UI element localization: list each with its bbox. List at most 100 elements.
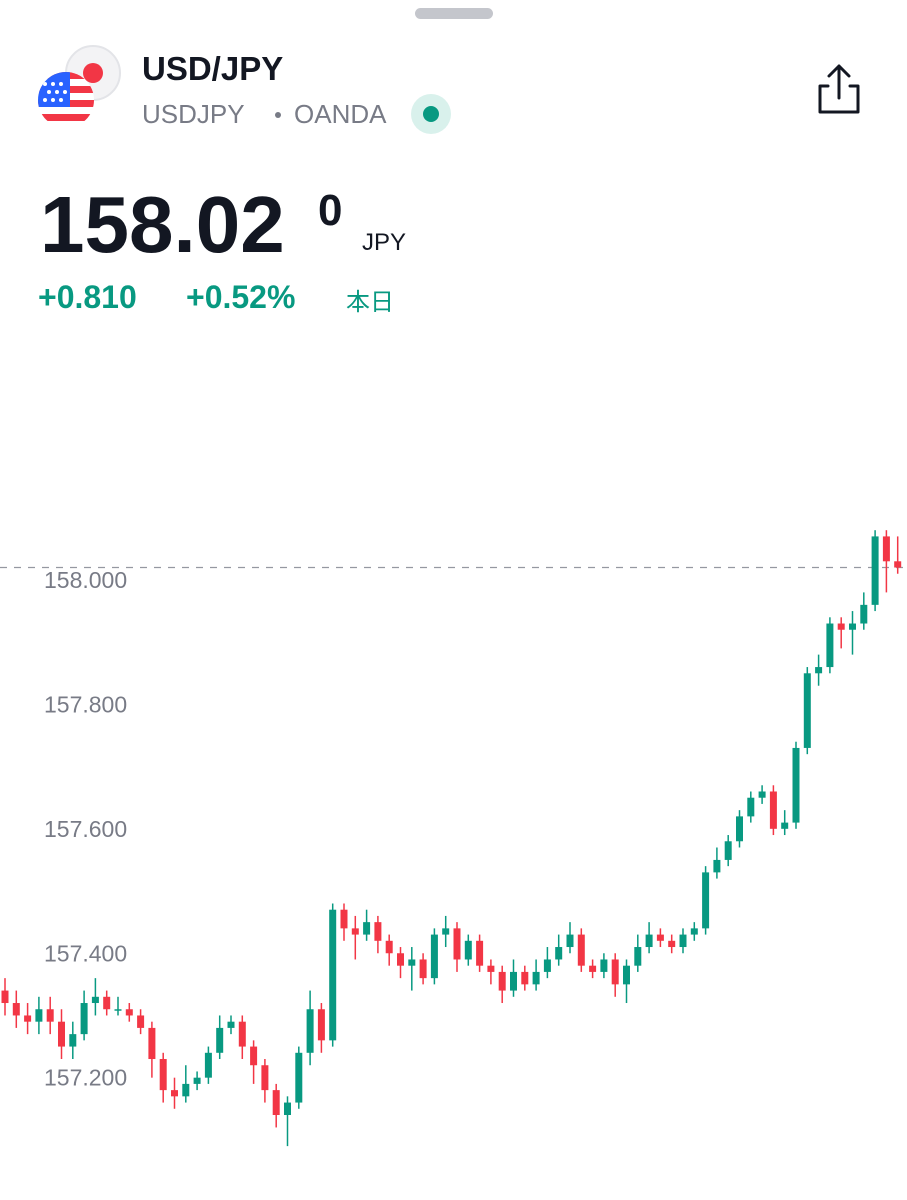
candle-body — [871, 536, 879, 605]
candle-body — [103, 996, 111, 1010]
exchange: OANDA — [294, 99, 387, 129]
candle-body — [521, 971, 529, 985]
candle-body — [148, 1027, 156, 1060]
candle-body — [668, 940, 676, 948]
candle-body — [250, 1046, 258, 1066]
candle-body — [397, 953, 404, 966]
symbol: USD/JPY — [142, 50, 283, 87]
candle-body — [498, 971, 506, 991]
candle-body — [623, 965, 630, 985]
candle-body — [453, 928, 461, 960]
candle-body — [91, 996, 99, 1004]
price-superscript: 0 — [318, 186, 342, 235]
y-tick-label: 158.000 — [44, 567, 127, 593]
candle-body — [227, 1021, 235, 1028]
candle-body — [815, 667, 823, 674]
candle-body — [408, 959, 416, 966]
candle-body — [419, 959, 427, 979]
period: 本日 — [346, 289, 394, 316]
candle-body — [589, 965, 597, 972]
currency: JPY — [362, 229, 406, 256]
candle-body — [724, 841, 732, 860]
candle-body — [882, 536, 890, 562]
candle-body — [555, 947, 563, 960]
candle-body — [351, 928, 359, 935]
candle-body — [216, 1027, 224, 1053]
candle-body — [690, 928, 698, 935]
candle-body — [159, 1059, 167, 1091]
candle-body — [713, 859, 721, 873]
candle-body — [261, 1065, 269, 1091]
candle-body — [340, 909, 348, 929]
candle-body — [238, 1021, 246, 1047]
candle-body — [736, 816, 743, 842]
candle-body — [125, 1009, 133, 1016]
candle-body — [193, 1077, 201, 1084]
y-tick-label: 157.200 — [44, 1065, 127, 1091]
candle-body — [634, 947, 642, 966]
candle-body — [1, 990, 9, 1004]
candle-body — [58, 1021, 65, 1047]
candle-body — [317, 1009, 325, 1041]
candle-body — [272, 1090, 280, 1116]
candle-body — [12, 1003, 20, 1016]
y-tick-label: 157.600 — [44, 816, 127, 842]
candle-body — [204, 1052, 212, 1078]
market-status-dot — [423, 106, 439, 122]
candle-body — [374, 922, 382, 941]
candle-body — [137, 1015, 145, 1028]
candle-body — [430, 934, 438, 979]
candle-body — [769, 791, 777, 829]
candle-body — [656, 934, 664, 941]
candle-body — [442, 928, 450, 935]
candle-body — [182, 1083, 190, 1097]
candle-body — [329, 909, 337, 1041]
candle-body — [645, 934, 653, 948]
candle-body — [69, 1034, 77, 1047]
candle-body — [24, 1015, 32, 1022]
candle-body — [600, 959, 608, 972]
candle-body — [35, 1009, 43, 1022]
candle-body — [702, 872, 710, 929]
y-tick-label: 157.800 — [44, 691, 127, 717]
candle-body — [114, 1009, 122, 1011]
candle-body — [566, 934, 574, 948]
candle-body — [543, 959, 551, 972]
candle-body — [171, 1090, 178, 1097]
drag-handle[interactable] — [415, 8, 493, 19]
candle-body — [792, 747, 800, 823]
candle-body — [849, 623, 856, 630]
candle-body — [284, 1102, 291, 1116]
candle-body — [781, 822, 789, 829]
currency-flags — [38, 45, 121, 128]
ticker: USDJPY — [142, 99, 245, 129]
candle-body — [464, 940, 472, 960]
candle-body — [577, 934, 585, 966]
change-percent: +0.52% — [186, 279, 295, 315]
candle-body — [510, 971, 517, 991]
candle-body — [476, 940, 484, 966]
candle-body — [803, 673, 811, 748]
candle-body — [894, 561, 902, 568]
candle-body — [758, 791, 766, 798]
candle-body — [46, 1009, 54, 1022]
separator-dot — [275, 112, 281, 118]
candle-body — [363, 922, 371, 935]
candle-body — [611, 959, 619, 985]
candle-body — [826, 623, 834, 668]
candle-body — [385, 940, 393, 954]
candle-body — [747, 797, 755, 817]
change: +0.810 — [38, 279, 137, 315]
share-button[interactable] — [818, 64, 860, 114]
candle-body — [306, 1009, 314, 1053]
chart: 157.200 157.400 157.600 157.800 158.000 — [0, 530, 907, 1147]
candle-body — [532, 971, 540, 985]
candle-body — [860, 604, 868, 624]
candle-body — [80, 1003, 88, 1035]
y-tick-label: 157.400 — [44, 940, 127, 966]
candle-body — [837, 623, 845, 630]
candle-body — [295, 1052, 303, 1103]
price: 158.02 — [40, 180, 285, 269]
